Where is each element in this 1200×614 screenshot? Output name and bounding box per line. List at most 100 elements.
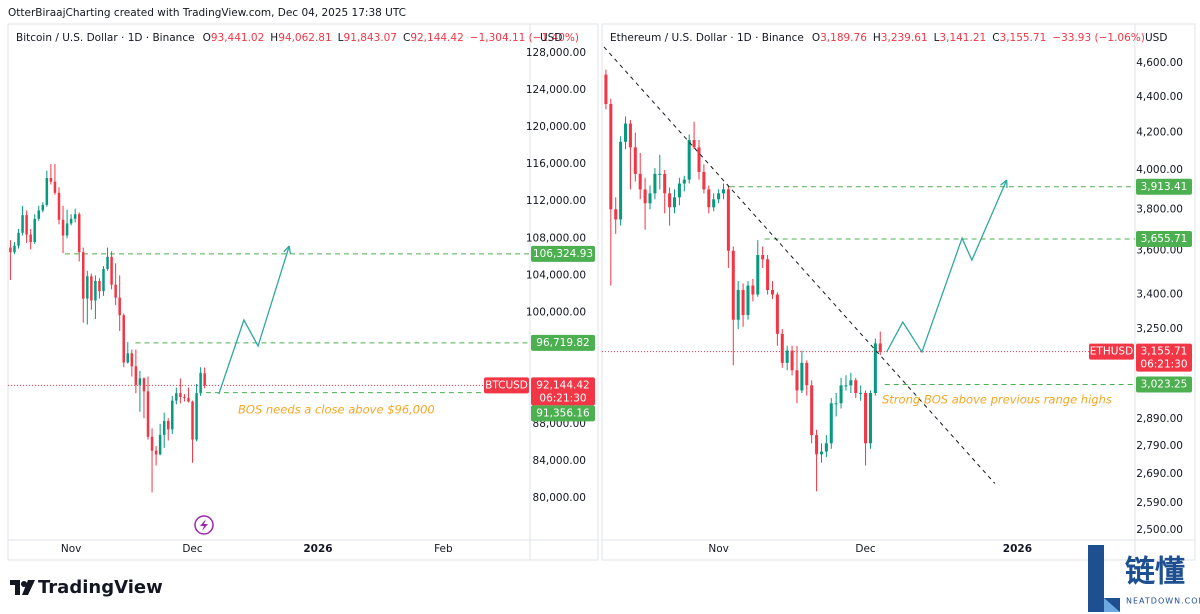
watermark-site: NEATDOWN.COM xyxy=(1126,597,1200,606)
candle-body xyxy=(199,372,202,394)
candle-body xyxy=(175,393,178,401)
level-label: 91,356.16 xyxy=(536,407,590,419)
candle-body xyxy=(859,392,863,394)
x-tick-label: Feb xyxy=(434,543,453,555)
plot xyxy=(8,164,530,493)
ohlc-value: 92,144.42 xyxy=(410,32,463,44)
annotation: Strong BOS above previous range highs xyxy=(882,393,1112,407)
plot xyxy=(602,46,1135,492)
currency: USD xyxy=(540,32,562,44)
candle-body xyxy=(619,141,623,220)
candle-body xyxy=(648,193,652,204)
panel-frame xyxy=(7,23,599,561)
y-tick-label: 3,250.00 xyxy=(1136,323,1183,335)
candle-body xyxy=(643,189,647,204)
level-box xyxy=(1136,376,1192,393)
candle-body xyxy=(785,350,789,363)
candle-body xyxy=(94,280,97,301)
ohlc-value: 3,155.71 xyxy=(1000,32,1047,44)
last-price-box xyxy=(531,377,595,406)
candle-body xyxy=(844,385,848,387)
candle-body xyxy=(158,434,162,455)
candle-body xyxy=(731,250,735,320)
currency: USD xyxy=(1145,32,1167,44)
ohlc-value: 94,062.81 xyxy=(278,32,331,44)
candle-body xyxy=(702,171,706,190)
x-tick-label: 2026 xyxy=(303,543,332,555)
candle-body xyxy=(114,284,117,298)
y-tick-label: 3,400.00 xyxy=(1136,289,1183,301)
chart-header: Ethereum / U.S. Dollar · 1D · Binance O3,… xyxy=(610,32,1145,44)
y-tick-label: 4,200.00 xyxy=(1136,127,1183,139)
projection-path xyxy=(886,179,1008,354)
candle-body xyxy=(191,401,194,440)
candle-body xyxy=(692,139,696,148)
candle-body xyxy=(790,350,794,371)
ohlc-label: O xyxy=(203,32,211,44)
y-tick-label: 3,600.00 xyxy=(1136,245,1183,257)
candle-body xyxy=(45,178,49,205)
candle-body xyxy=(37,210,41,219)
candle-body xyxy=(65,223,69,236)
ohlc-value: 3,141.21 xyxy=(939,32,986,44)
candle-body xyxy=(17,232,20,246)
level-box xyxy=(531,405,595,422)
ohlc-label: L xyxy=(338,32,344,44)
candle-body xyxy=(33,218,36,243)
candle-body xyxy=(195,393,198,440)
last-price-box xyxy=(1136,343,1192,372)
candle-body xyxy=(171,400,174,430)
y-tick-label: 2,790.00 xyxy=(1136,440,1183,452)
candle-body xyxy=(751,285,755,295)
countdown: 06:21:30 xyxy=(1140,359,1187,371)
candle-body xyxy=(868,392,872,444)
candle-body xyxy=(150,436,154,451)
candle-body xyxy=(166,421,170,430)
chart-header: Bitcoin / U.S. Dollar · 1D · Binance O93,… xyxy=(16,32,579,44)
arrow-head xyxy=(1000,179,1008,186)
candle-body xyxy=(203,373,206,386)
y-tick-label: 124,000.00 xyxy=(526,84,586,96)
candle-body xyxy=(677,183,681,198)
candle-body xyxy=(653,173,657,194)
level-box xyxy=(531,245,595,262)
candle-body xyxy=(805,362,809,386)
candle-body xyxy=(658,173,662,175)
candle-body xyxy=(183,396,186,398)
last-price-label: 3,155.71 xyxy=(1141,346,1188,358)
x-tick-label: Dec xyxy=(182,543,203,555)
candle-body xyxy=(878,343,882,352)
candle-body xyxy=(614,209,618,220)
candle-body xyxy=(73,214,77,219)
candle-body xyxy=(146,391,150,437)
y-tick-label: 3,800.00 xyxy=(1136,203,1183,215)
candle-body xyxy=(672,197,677,208)
candle-body xyxy=(179,393,182,397)
x-tick-label: 2026 xyxy=(1003,543,1032,555)
candle-body xyxy=(118,297,121,316)
candle-body xyxy=(819,451,823,455)
candle-body xyxy=(187,397,190,402)
y-tick-label: 2,590.00 xyxy=(1136,497,1183,509)
ohlc-value: 93,441.02 xyxy=(211,32,264,44)
candle-body xyxy=(775,294,779,334)
candle-body xyxy=(86,276,89,299)
y-tick-label: 112,000.00 xyxy=(526,195,586,207)
candle-body xyxy=(638,173,642,190)
candle-body xyxy=(815,435,819,455)
candle-body xyxy=(25,215,28,235)
candle-body xyxy=(609,103,613,210)
y-tick-label: 108,000.00 xyxy=(526,232,586,244)
event-icon[interactable] xyxy=(194,515,214,535)
y-tick-label: 80,000.00 xyxy=(533,492,586,504)
candle-body xyxy=(49,178,53,182)
candle-body xyxy=(824,443,828,452)
x-tick-label: Nov xyxy=(708,543,729,555)
ohlc-value: 3,239.61 xyxy=(881,32,928,44)
candle-body xyxy=(741,290,745,316)
candle-body xyxy=(628,123,632,148)
logo-icon xyxy=(10,580,35,595)
ticker-label: ETHUSD xyxy=(1090,346,1133,358)
annotation: BOS needs a close above $96,000 xyxy=(238,403,435,417)
